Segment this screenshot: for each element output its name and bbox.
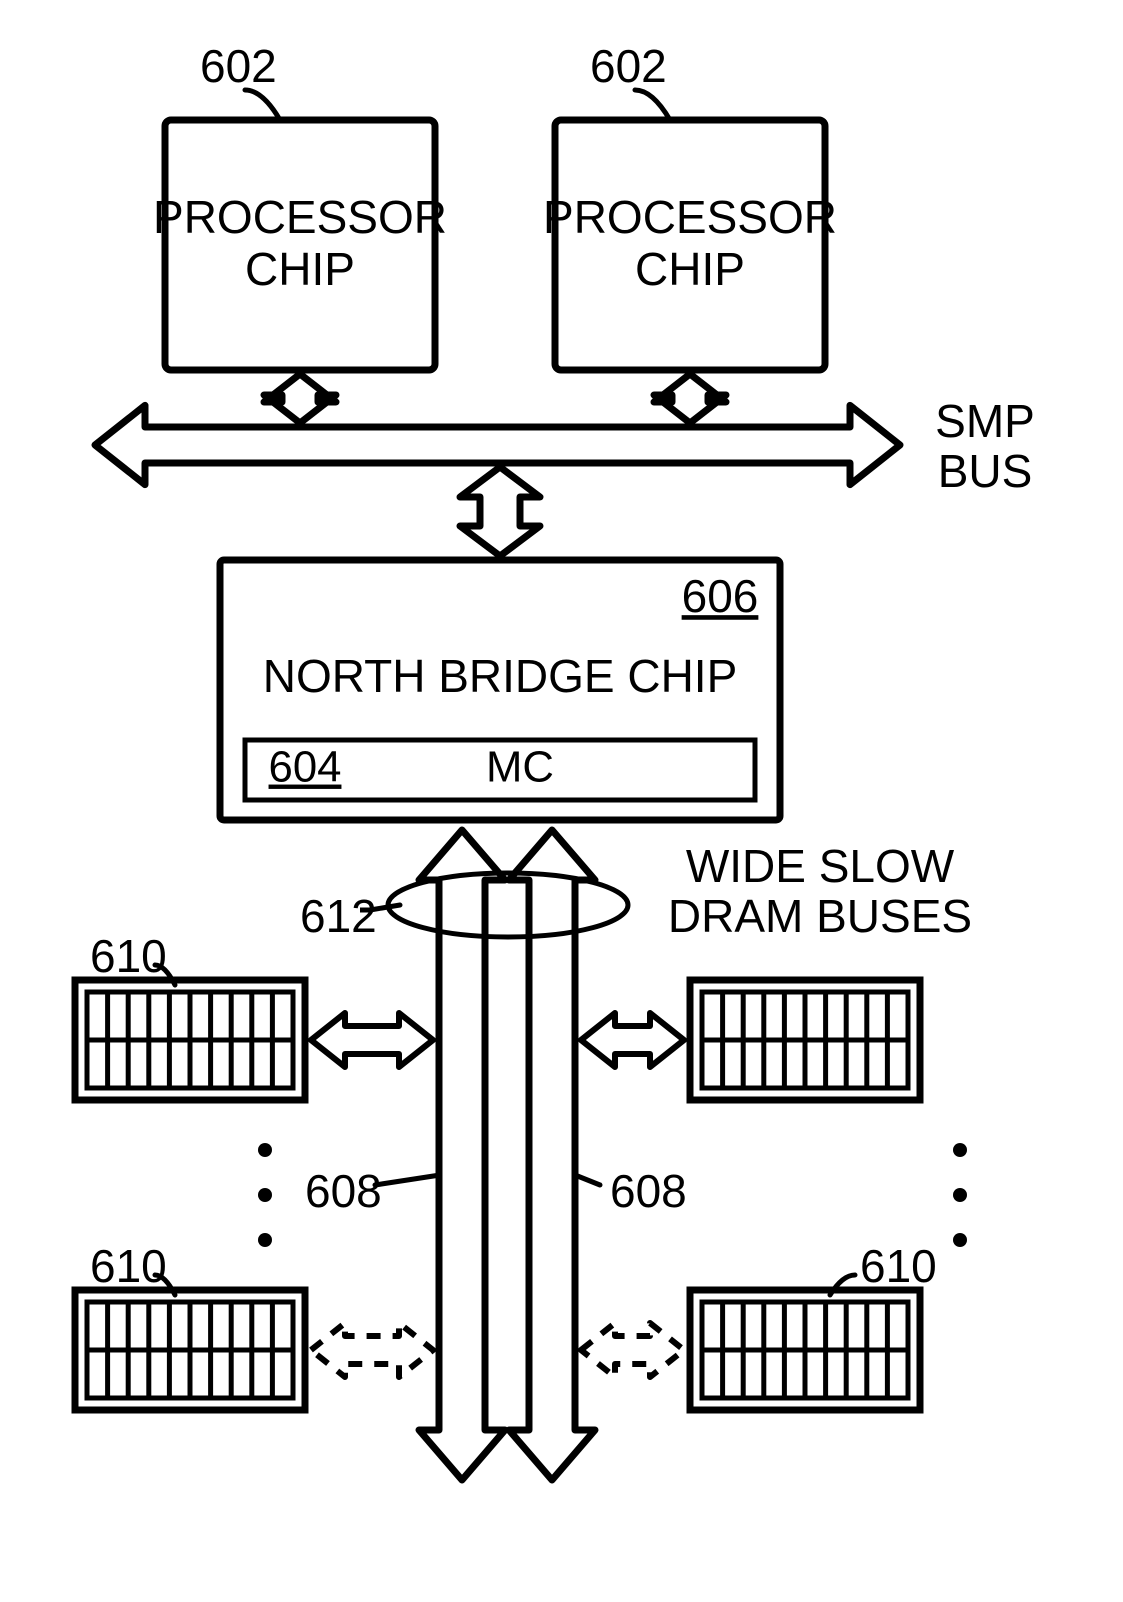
svg-text:BUS: BUS	[938, 445, 1033, 497]
dram-bus-arrow	[509, 830, 595, 1480]
dimm-module	[690, 980, 920, 1100]
dimm-module	[75, 980, 305, 1100]
dimm-module	[75, 1290, 305, 1410]
north-bridge-label: NORTH BRIDGE CHIP	[263, 650, 738, 702]
ref-610: 610	[90, 930, 167, 982]
processor-label: PROCESSOR	[153, 191, 447, 243]
north-bridge-chip: 606 NORTH BRIDGE CHIP 604 MC	[220, 560, 780, 820]
svg-text:CHIP: CHIP	[635, 243, 745, 295]
ellipsis-dot	[953, 1143, 967, 1157]
processor-chip: PROCESSORCHIP	[153, 120, 447, 370]
ref-604: 604	[269, 743, 342, 792]
ref-608: 608	[610, 1165, 687, 1217]
ellipsis-dot	[953, 1233, 967, 1247]
svg-text:CHIP: CHIP	[245, 243, 355, 295]
mc-label: MC	[486, 743, 554, 792]
ref-610: 610	[860, 1240, 937, 1292]
svg-text:DRAM BUSES: DRAM BUSES	[668, 890, 972, 942]
ref-612: 612	[300, 890, 377, 942]
ellipsis-dot	[258, 1188, 272, 1202]
ref-610: 610	[90, 1240, 167, 1292]
ellipsis-dot	[258, 1143, 272, 1157]
ref-608: 608	[305, 1165, 382, 1217]
ellipsis-dot	[258, 1233, 272, 1247]
ref-602: 602	[200, 40, 277, 92]
dram-buses-label: WIDE SLOW	[686, 840, 955, 892]
dimm-module	[690, 1290, 920, 1410]
ellipsis-dot	[953, 1188, 967, 1202]
ref-602: 602	[590, 40, 667, 92]
ref-606: 606	[682, 570, 759, 622]
processor-label: PROCESSOR	[543, 191, 837, 243]
processor-chip: PROCESSORCHIP	[543, 120, 837, 370]
smp-bus-label: SMP	[935, 395, 1035, 447]
